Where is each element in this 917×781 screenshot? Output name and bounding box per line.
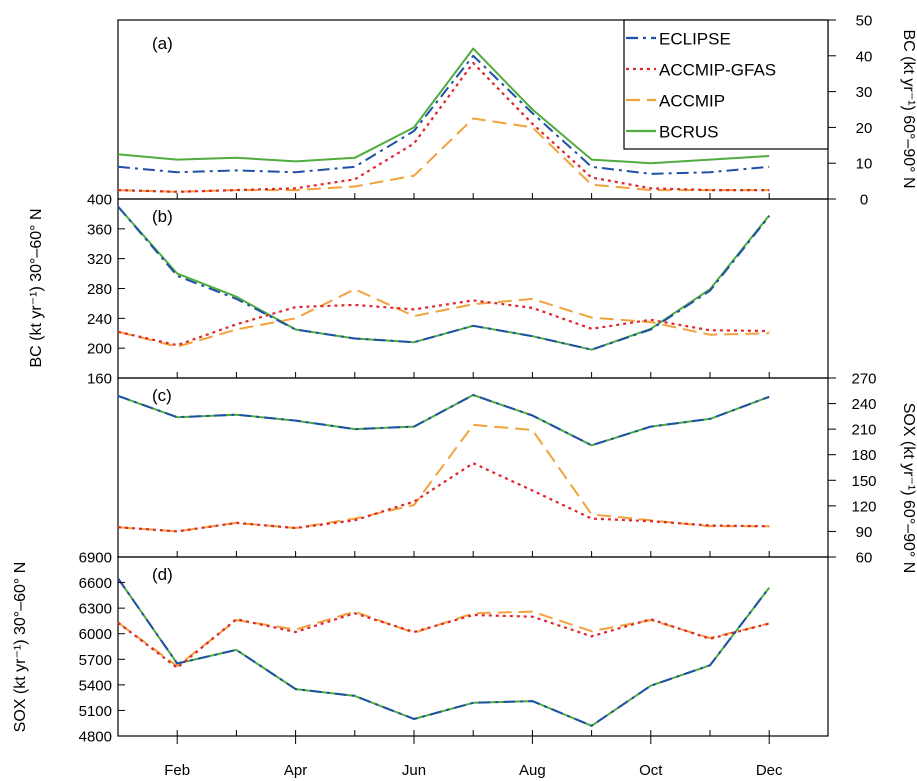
panel-b-series <box>117 205 770 378</box>
panel-d-ytick-label: 5100 <box>79 703 112 720</box>
panel-c-ytick-label: 150 <box>851 473 876 490</box>
panel-b-series-accmip <box>117 288 770 348</box>
panel-d-left-axis-label: SOX (kt yr⁻¹) 30°–60° N <box>12 562 29 733</box>
panel-a-series-accmip <box>117 117 770 193</box>
panel-a-series <box>117 47 770 199</box>
panel-c-frame <box>117 377 829 558</box>
legend-label-accmip-gfas: ACCMIP-GFAS <box>659 61 776 80</box>
panel-d-series-bcrus <box>117 577 770 727</box>
panel-a-right-ticks: 0 10 20 30 40 50 <box>828 13 872 209</box>
panel-d-label: (d) <box>152 565 173 584</box>
panel-d-ytick-label: 6300 <box>79 601 112 618</box>
panel-b-series-accmip-gfas <box>117 299 770 347</box>
panel-c-right-axis-label: SOX (kt yr⁻¹) 60°–90° N <box>900 403 917 574</box>
panel-b-ytick-label: 360 <box>87 221 112 238</box>
legend-label-eclipse: ECLIPSE <box>659 30 731 49</box>
panel-a-series-eclipse <box>117 54 770 175</box>
x-tick-label: Apr <box>284 762 307 779</box>
panel-b-ytick-label: 280 <box>87 281 112 298</box>
x-tick-label: Oct <box>639 762 663 779</box>
panel-d-ytick-label: 4800 <box>79 729 112 746</box>
panel-b: (b) 160 200 240 280 320 360 400 BC (kt yr⁻¹) 3… <box>28 192 829 388</box>
panel-b-ytick-label: 200 <box>87 341 112 358</box>
panel-d-ytick-label: 6000 <box>79 626 112 643</box>
panel-b-frame <box>117 198 829 379</box>
panel-b-series-eclipse <box>117 205 770 351</box>
legend-label-bcrus: BCRUS <box>659 123 719 142</box>
panel-b-ytick-label: 400 <box>87 192 112 209</box>
panel-d-series-eclipse <box>117 577 770 727</box>
panel-c-series-accmip-gfas <box>117 462 770 533</box>
panel-a-ytick-label: 0 <box>860 192 868 209</box>
panel-d-series-accmip <box>117 610 770 668</box>
x-tick-label: Feb <box>164 762 190 779</box>
panel-c-ytick-label: 120 <box>851 498 876 515</box>
panel-a: (a) 0 10 20 30 40 50 BC (kt yr⁻¹) 60°–90° N E… <box>117 13 917 209</box>
panel-a-ytick-label: 20 <box>856 120 873 137</box>
panel-d-series <box>117 577 770 736</box>
panel-d-left-ticks: 4800 5100 5400 5700 6000 6300 6600 6900 <box>79 550 125 746</box>
panel-c-ytick-label: 240 <box>851 396 876 413</box>
panel-b-ytick-label: 240 <box>87 311 112 328</box>
panel-a-series-bcrus <box>117 47 770 165</box>
panel-a-ytick-label: 30 <box>856 84 873 101</box>
panel-a-ytick-label: 40 <box>856 48 873 65</box>
panel-c-series <box>117 394 770 557</box>
panel-c-ytick-label: 90 <box>856 524 873 541</box>
panel-c-series-bcrus <box>117 394 770 447</box>
panel-c-ytick-label: 270 <box>851 371 876 388</box>
panel-c-series-eclipse <box>117 394 770 447</box>
panel-c-right-ticks: 60 90 120 150 180 210 240 270 <box>828 371 877 567</box>
panel-a-ytick-label: 10 <box>856 156 873 173</box>
panel-b-left-ticks: 160 200 240 280 320 360 400 <box>87 192 125 388</box>
x-tick-label: Dec <box>756 762 783 779</box>
panel-c-ytick-label: 210 <box>851 422 876 439</box>
legend-label-accmip: ACCMIP <box>659 92 725 111</box>
legend: ECLIPSE ACCMIP-GFAS ACCMIP BCRUS <box>623 19 829 150</box>
panel-b-label: (b) <box>152 207 173 226</box>
panel-c-label: (c) <box>152 386 172 405</box>
panel-b-series-bcrus <box>117 205 770 351</box>
panel-b-ytick-label: 320 <box>87 251 112 268</box>
panel-d-series-accmip-gfas <box>117 612 770 669</box>
x-tick-label: Jun <box>402 762 426 779</box>
x-tick-label: Aug <box>519 762 546 779</box>
panel-b-left-axis-label: BC (kt yr⁻¹) 30°–60° N <box>28 208 45 367</box>
panel-d-frame <box>117 556 829 737</box>
panel-c: (c) 60 90 120 150 180 210 240 270 SOX (kt yr⁻¹)… <box>117 371 917 574</box>
legend-box <box>623 19 829 150</box>
x-axis-ticks: Feb Apr Jun Aug Oct Dec <box>164 736 783 779</box>
panel-d-ytick-label: 5400 <box>79 677 112 694</box>
panel-c-ytick-label: 60 <box>856 550 873 567</box>
panel-a-right-axis-label: BC (kt yr⁻¹) 60°–90° N <box>900 29 917 188</box>
panel-d-ytick-label: 6600 <box>79 575 112 592</box>
panel-d: (d) 4800 5100 5400 5700 6000 6300 6600 6900 SOX… <box>12 550 829 779</box>
panel-c-ytick-label: 180 <box>851 447 876 464</box>
panel-d-ytick-label: 6900 <box>79 550 112 567</box>
panel-b-ytick-label: 160 <box>87 371 112 388</box>
panel-d-ytick-label: 5700 <box>79 652 112 669</box>
panel-a-label: (a) <box>152 34 173 53</box>
panel-c-series-accmip <box>117 423 770 533</box>
panel-a-ytick-label: 50 <box>856 13 873 30</box>
